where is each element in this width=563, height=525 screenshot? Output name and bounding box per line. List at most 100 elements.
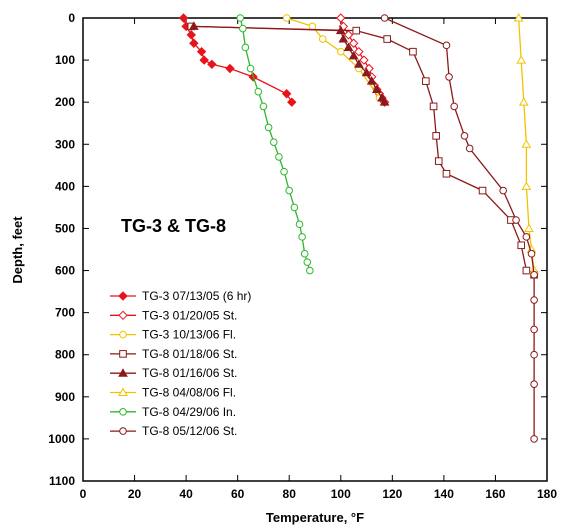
data-point xyxy=(270,139,277,146)
data-point xyxy=(461,133,468,140)
y-tick-label: 800 xyxy=(55,348,75,362)
y-tick-label: 700 xyxy=(55,306,75,320)
legend-label: TG-8 04/29/06 In. xyxy=(142,405,236,419)
y-tick-label: 200 xyxy=(55,95,75,109)
series-line xyxy=(385,18,534,439)
data-point xyxy=(187,31,195,39)
legend-item: TG-8 04/08/06 Fl. xyxy=(110,386,236,400)
data-point xyxy=(283,90,291,98)
legend-label: TG-8 04/08/06 Fl. xyxy=(142,386,236,400)
data-point xyxy=(296,221,303,228)
legend-item: TG-3 01/20/05 St. xyxy=(110,308,237,322)
data-point xyxy=(353,27,360,34)
data-point xyxy=(208,60,216,68)
data-point xyxy=(337,48,344,55)
legend-label: TG-8 01/18/06 St. xyxy=(142,347,237,361)
x-axis-title: Temperature, °F xyxy=(266,510,364,525)
y-tick-label: 400 xyxy=(55,179,75,193)
data-point xyxy=(247,65,254,72)
data-point xyxy=(531,297,538,304)
data-point xyxy=(410,48,417,55)
data-point xyxy=(500,187,507,194)
legend-label: TG-8 01/16/06 St. xyxy=(142,366,237,380)
data-point xyxy=(531,271,538,278)
y-tick-label: 100 xyxy=(55,53,75,67)
x-tick-label: 120 xyxy=(382,487,402,501)
legend-label: TG-8 05/12/06 St. xyxy=(142,424,237,438)
data-point xyxy=(528,250,535,257)
data-point xyxy=(513,217,520,224)
legend-marker xyxy=(120,351,127,358)
x-tick-label: 20 xyxy=(128,487,142,501)
legend-item: TG-3 07/13/05 (6 hr) xyxy=(110,289,251,303)
legend: TG-3 07/13/05 (6 hr) TG-3 01/20/05 St. TG-… xyxy=(110,289,251,438)
legend-item: TG-8 04/29/06 In. xyxy=(110,405,236,419)
data-point xyxy=(286,187,293,194)
x-tick-label: 80 xyxy=(283,487,297,501)
data-point xyxy=(200,56,208,64)
y-tick-label: 500 xyxy=(55,221,75,235)
data-point xyxy=(518,242,525,249)
data-point xyxy=(283,15,290,22)
data-point xyxy=(446,74,453,81)
y-tick-label: 0 xyxy=(68,11,75,25)
data-point xyxy=(531,326,538,333)
legend-label: TG-3 01/20/05 St. xyxy=(142,308,237,322)
series-3 xyxy=(283,15,382,102)
legend-marker xyxy=(120,428,127,435)
y-tick-label: 900 xyxy=(55,390,75,404)
data-point xyxy=(531,351,538,358)
data-point xyxy=(299,234,306,241)
data-point xyxy=(531,381,538,388)
data-point xyxy=(523,267,530,274)
data-point xyxy=(423,78,430,85)
legend-label: TG-3 10/13/06 Fl. xyxy=(142,328,236,342)
y-tick-label: 1100 xyxy=(49,474,75,488)
data-point xyxy=(435,158,442,165)
data-point xyxy=(255,88,262,95)
legend-marker xyxy=(119,311,127,319)
data-point xyxy=(531,436,538,443)
data-point xyxy=(522,140,530,147)
legend-item: TG-8 05/12/06 St. xyxy=(110,424,237,438)
data-point xyxy=(309,23,316,30)
legend-marker xyxy=(119,292,127,300)
data-point xyxy=(240,25,247,32)
data-point xyxy=(242,44,249,51)
data-point xyxy=(350,39,358,47)
data-point xyxy=(226,65,234,73)
data-point xyxy=(466,145,473,152)
data-point xyxy=(523,234,530,241)
legend-marker xyxy=(120,409,127,416)
data-point xyxy=(522,182,530,189)
data-point xyxy=(307,267,314,274)
x-tick-label: 40 xyxy=(179,487,193,501)
data-point xyxy=(301,250,308,257)
data-point xyxy=(337,14,345,22)
data-point xyxy=(451,103,458,110)
x-tick-label: 0 xyxy=(80,487,87,501)
data-point xyxy=(384,36,391,43)
legend-item: TG-8 01/16/06 St. xyxy=(110,366,237,380)
legend-item: TG-8 01/18/06 St. xyxy=(110,347,237,361)
data-point xyxy=(319,36,326,43)
y-tick-label: 1000 xyxy=(48,432,75,446)
x-tick-label: 140 xyxy=(434,487,454,501)
y-tick-label: 300 xyxy=(55,137,75,151)
data-point xyxy=(345,31,353,39)
data-point xyxy=(265,124,272,131)
series-line xyxy=(191,26,534,274)
data-point xyxy=(304,259,311,266)
data-point xyxy=(281,168,288,175)
data-point xyxy=(525,224,533,231)
legend-item: TG-3 10/13/06 Fl. xyxy=(110,328,236,342)
data-point xyxy=(237,15,244,22)
chart-annotation: TG-3 & TG-8 xyxy=(121,216,226,236)
data-point xyxy=(443,42,450,49)
x-tick-label: 180 xyxy=(537,487,557,501)
y-axis-title: Depth, feet xyxy=(10,216,25,284)
y-tick-label: 600 xyxy=(55,264,75,278)
data-point xyxy=(276,154,283,161)
series-7 xyxy=(237,15,313,274)
